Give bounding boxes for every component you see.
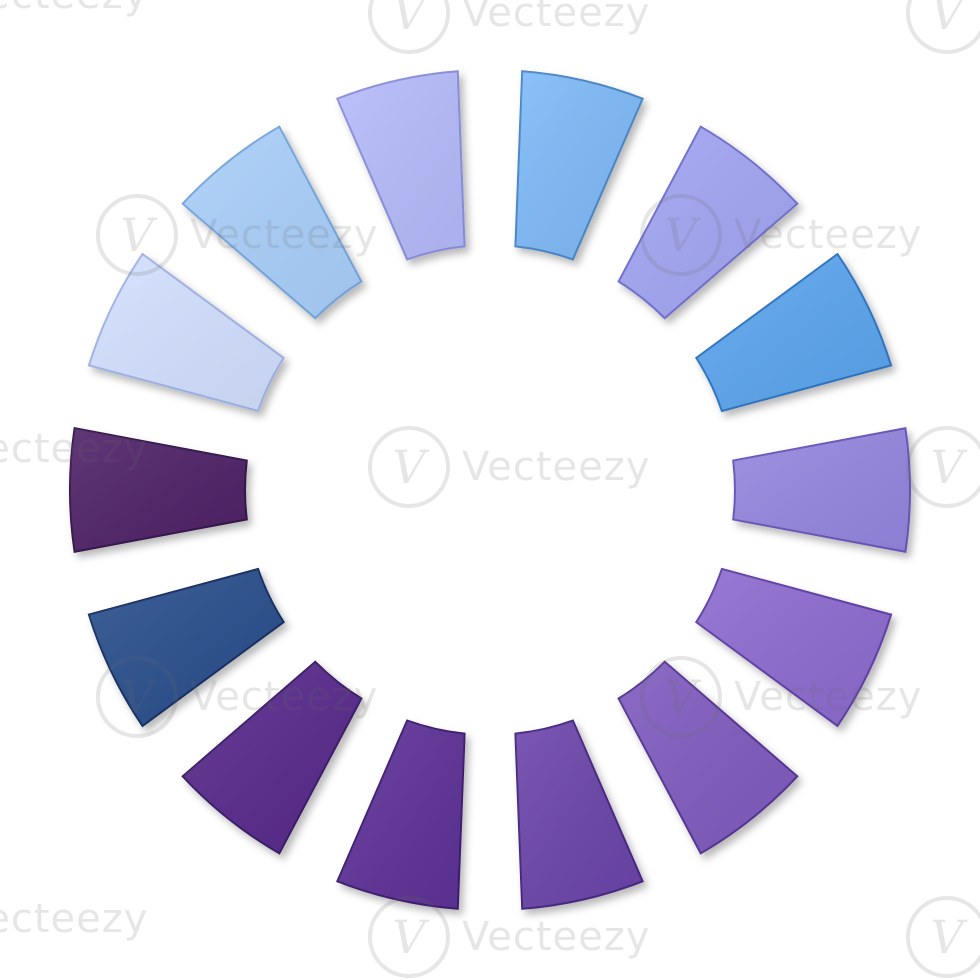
ring-segment-sheen-1 xyxy=(515,71,643,260)
ring-segment-sheen-13 xyxy=(182,126,362,319)
ring-segment-sheen-12 xyxy=(88,254,284,412)
ring-segment-sheen-14 xyxy=(337,71,465,260)
ring-segment-sheen-2 xyxy=(618,126,798,319)
ring-segment-sheen-6 xyxy=(618,661,798,854)
ring-segment-sheen-5 xyxy=(696,568,892,726)
ring-segment-sheen-4 xyxy=(733,428,910,552)
ring-segment-sheen-11 xyxy=(70,428,247,552)
ring-segment-sheen-7 xyxy=(515,720,643,909)
ring-segment-sheen-8 xyxy=(337,720,465,909)
ring-segment-sheen-10 xyxy=(88,568,284,726)
ring-segment-sheen-3 xyxy=(696,254,892,412)
ring-segments xyxy=(69,70,911,910)
ring-segment-sheen-9 xyxy=(182,661,362,854)
